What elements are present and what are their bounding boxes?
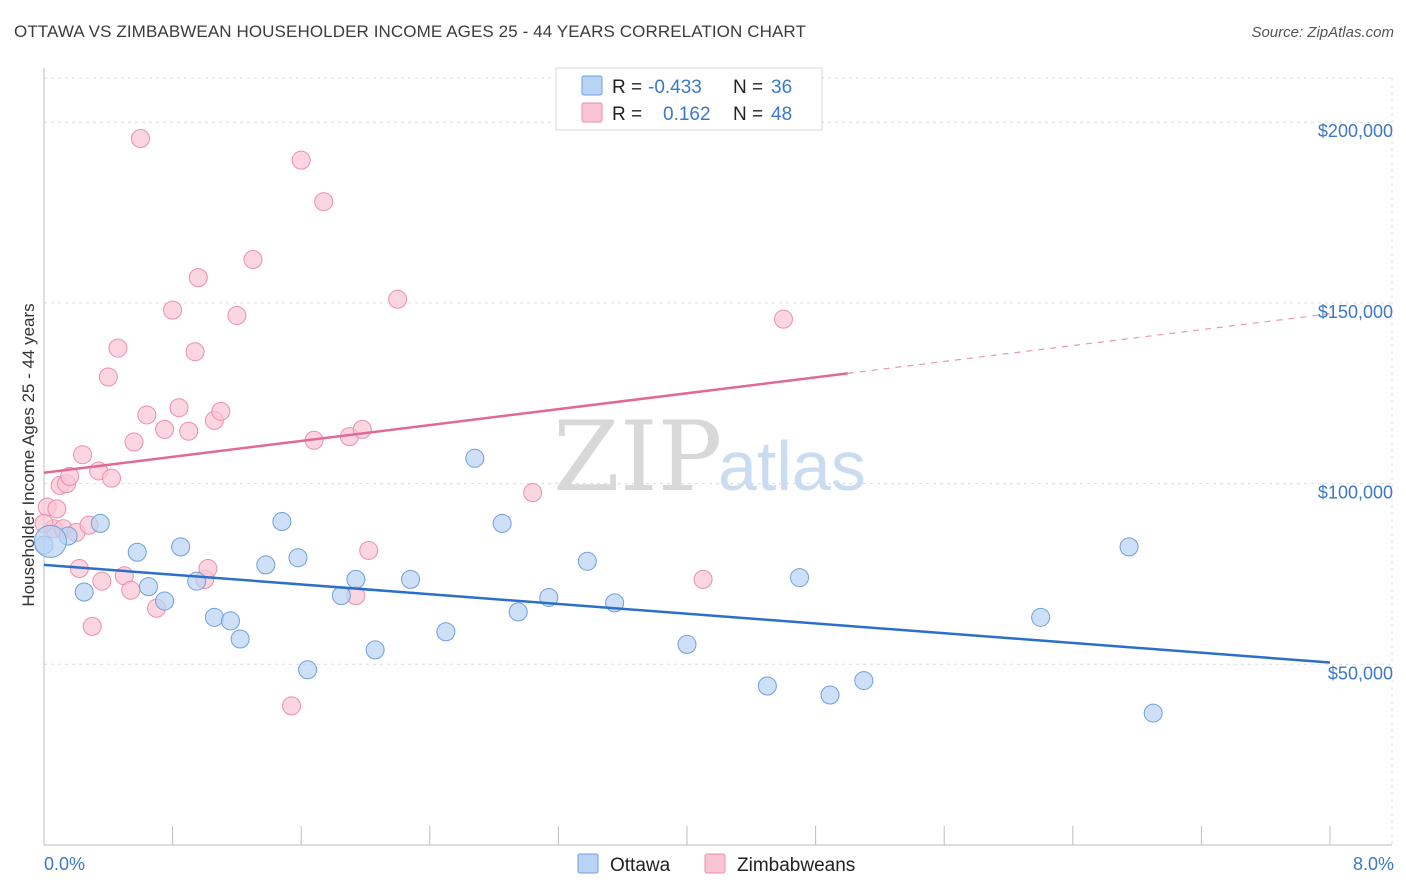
y-tick-label-2: $150,000 — [1318, 302, 1393, 322]
trend-line-extension-zimbabweans — [847, 313, 1331, 374]
point-zimbabweans-25 — [169, 398, 189, 418]
point-ottawa-25 — [577, 551, 597, 571]
legend-n-value-zimbabweans: 48 — [771, 104, 792, 125]
point-zimbabweans-43 — [388, 289, 408, 309]
chart-source: Source: ZipAtlas.com — [1251, 24, 1394, 41]
legend-n-value-ottawa: 36 — [771, 77, 792, 98]
x-tick-label-1: 8.0% — [1353, 854, 1394, 874]
trend-line-ottawa — [43, 563, 1331, 664]
point-zimbabweans-26 — [179, 421, 199, 441]
point-ottawa-33 — [1119, 537, 1139, 557]
point-ottawa-12 — [256, 555, 276, 575]
legend-n-label-zimbabweans: N = — [733, 104, 763, 125]
point-ottawa-19 — [401, 569, 421, 589]
point-zimbabweans-19 — [124, 432, 144, 452]
point-ottawa-15 — [298, 660, 318, 680]
legend-r-label-ottawa: R = — [612, 77, 642, 98]
point-ottawa-4 — [127, 542, 147, 562]
point-zimbabweans-46 — [773, 309, 793, 329]
point-ottawa-11 — [230, 629, 250, 649]
legend-box: R = -0.433 N = 36 R = 0.162 N = 48 — [555, 67, 823, 131]
point-zimbabweans-34 — [243, 250, 263, 270]
point-zimbabweans-9 — [73, 445, 93, 465]
axes — [43, 68, 1392, 846]
point-ottawa-18 — [365, 640, 385, 660]
bottom-legend-swatch-ottawa — [577, 853, 599, 874]
bottom-legend-ottawa: Ottawa — [610, 855, 671, 876]
legend-swatch-zimbabweans — [581, 102, 603, 123]
point-zimbabweans-15 — [102, 468, 122, 488]
point-zimbabweans-27 — [185, 342, 205, 362]
legend-n-label-ottawa: N = — [733, 77, 763, 98]
point-zimbabweans-35 — [282, 696, 302, 716]
y-tick-labels: $50,000 $100,000 $150,000 $200,000 — [1318, 121, 1393, 683]
point-ottawa-23 — [508, 602, 528, 622]
point-zimbabweans-18 — [121, 580, 141, 600]
point-zimbabweans-28 — [188, 268, 208, 288]
point-ottawa-27 — [677, 634, 697, 654]
point-zimbabweans-16 — [108, 338, 128, 358]
point-zimbabweans-44 — [523, 483, 543, 503]
bottom-legend-swatch-zimbabweans — [704, 853, 726, 874]
point-ottawa-29 — [790, 568, 810, 588]
point-zimbabweans-11 — [82, 616, 102, 636]
bottom-legend: Ottawa Zimbabweans — [577, 853, 855, 876]
point-zimbabweans-42 — [359, 540, 379, 560]
point-zimbabweans-41 — [352, 419, 372, 439]
bottom-legend-zimbabweans: Zimbabweans — [737, 855, 855, 876]
legend-r-value-zimbabweans: 0.162 — [663, 104, 711, 125]
y-axis-label: Householder Income Ages 25 - 44 years — [19, 303, 38, 606]
chart-title: OTTAWA VS ZIMBABWEAN HOUSEHOLDER INCOME … — [14, 22, 806, 41]
point-zimbabweans-32 — [211, 401, 231, 421]
point-ottawa-35 — [33, 524, 67, 558]
trend-lines — [43, 313, 1331, 664]
watermark: ZIP atlas — [553, 401, 866, 513]
point-zimbabweans-13 — [92, 571, 112, 591]
point-zimbabweans-24 — [163, 300, 183, 320]
x-tick-labels: 0.0% 8.0% — [44, 854, 1394, 874]
point-ottawa-9 — [204, 607, 224, 627]
point-ottawa-7 — [171, 537, 191, 557]
point-zimbabweans-33 — [227, 306, 247, 326]
point-ottawa-6 — [155, 591, 175, 611]
point-ottawa-10 — [220, 611, 240, 631]
point-zimbabweans-14 — [98, 367, 118, 387]
point-zimbabweans-6 — [60, 466, 80, 486]
point-zimbabweans-20 — [130, 128, 150, 148]
point-ottawa-2 — [74, 582, 94, 602]
point-ottawa-30 — [820, 685, 840, 705]
point-ottawa-3 — [90, 513, 110, 533]
point-ottawa-22 — [492, 513, 512, 533]
point-zimbabweans-2 — [47, 499, 67, 519]
point-ottawa-34 — [1143, 703, 1163, 723]
point-ottawa-28 — [757, 676, 777, 696]
x-tick-label-0: 0.0% — [44, 854, 85, 874]
watermark-atlas: atlas — [718, 427, 866, 505]
point-zimbabweans-36 — [291, 150, 311, 170]
series-points — [33, 128, 1163, 723]
legend-swatch-ottawa — [581, 75, 603, 96]
point-ottawa-16 — [331, 586, 351, 606]
y-tick-label-0: $50,000 — [1328, 663, 1393, 683]
point-zimbabweans-21 — [137, 405, 157, 425]
y-tick-label-1: $100,000 — [1318, 483, 1393, 503]
point-zimbabweans-45 — [693, 569, 713, 589]
point-ottawa-32 — [1031, 607, 1051, 627]
y-tick-label-3: $200,000 — [1318, 121, 1393, 141]
point-ottawa-14 — [288, 548, 308, 568]
point-ottawa-5 — [138, 577, 158, 597]
point-ottawa-31 — [854, 671, 874, 691]
trend-line-zimbabweans — [43, 372, 848, 475]
point-ottawa-13 — [272, 512, 292, 532]
legend-r-label-zimbabweans: R = — [612, 104, 642, 125]
point-ottawa-21 — [465, 448, 485, 468]
point-ottawa-17 — [346, 569, 366, 589]
point-ottawa-20 — [436, 622, 456, 642]
point-zimbabweans-23 — [155, 419, 175, 439]
watermark-zip: ZIP — [553, 401, 722, 513]
legend-r-value-ottawa: -0.433 — [648, 77, 702, 98]
point-zimbabweans-38 — [314, 192, 334, 212]
